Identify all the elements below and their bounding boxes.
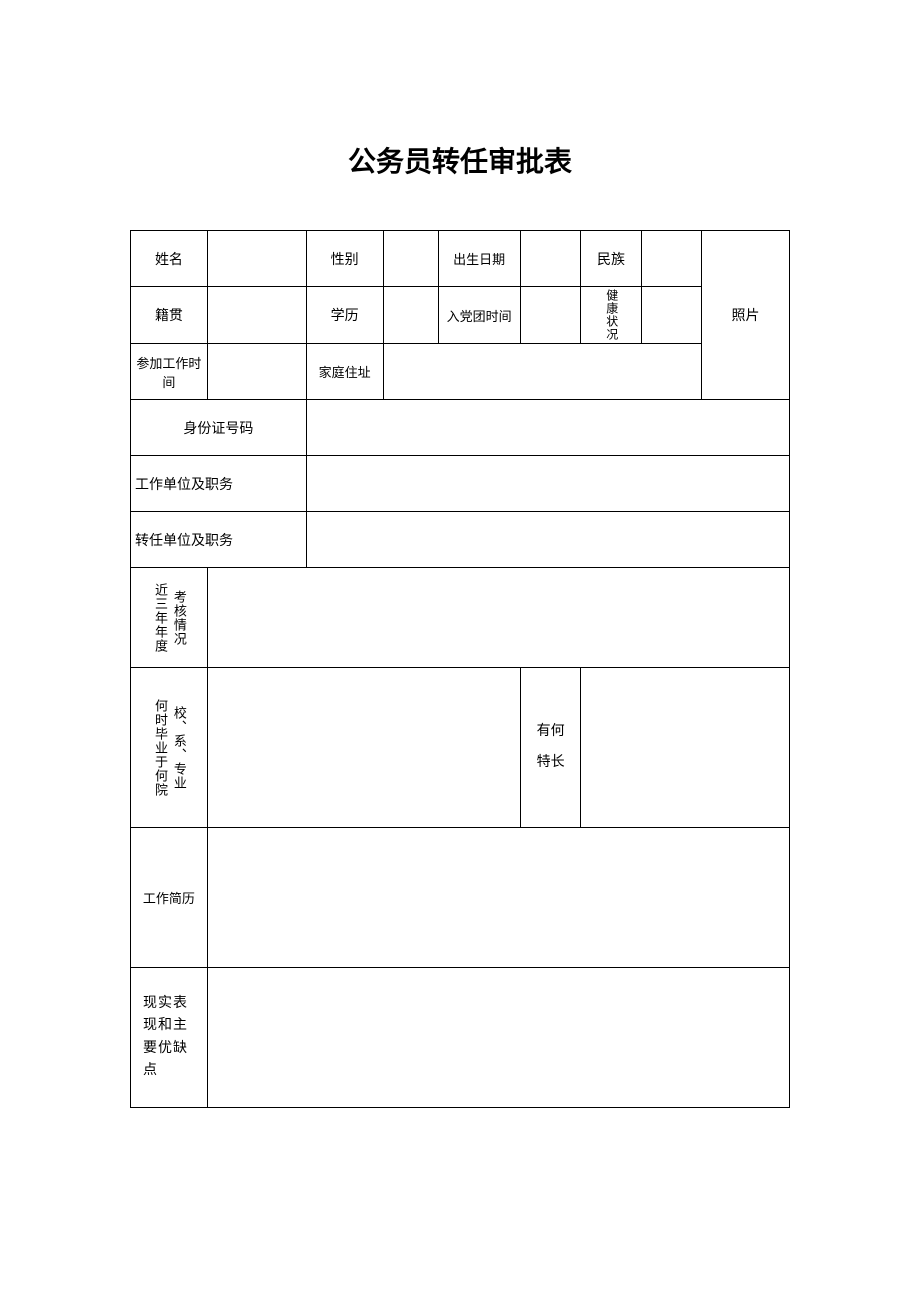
label-performance: 现实表现和主要优缺点 [131, 968, 208, 1108]
label-id-number: 身份证号码 [131, 400, 307, 456]
value-native-place [207, 287, 306, 344]
label-work-history: 工作简历 [131, 828, 208, 968]
value-work-unit [306, 456, 789, 512]
value-transfer-unit [306, 512, 789, 568]
value-performance [207, 968, 789, 1108]
label-ethnicity: 民族 [581, 231, 641, 287]
value-graduation [207, 668, 520, 828]
value-party-join-time [520, 287, 580, 344]
label-education: 学历 [306, 287, 383, 344]
value-health-status [641, 287, 701, 344]
value-work-start-time [207, 344, 306, 400]
value-id-number [306, 400, 789, 456]
value-birth-date [520, 231, 580, 287]
label-specialty: 有何 特长 [520, 668, 580, 828]
label-home-address: 家庭住址 [306, 344, 383, 400]
value-home-address [383, 344, 702, 400]
label-work-start-time: 参加工作时间 [131, 344, 208, 400]
label-work-unit: 工作单位及职务 [131, 456, 307, 512]
label-gender: 性别 [306, 231, 383, 287]
label-transfer-unit: 转任单位及职务 [131, 512, 307, 568]
label-assessment: 近三年年度 考核情况 [131, 568, 208, 668]
label-birth-date: 出生日期 [438, 231, 520, 287]
value-education [383, 287, 438, 344]
label-name: 姓名 [131, 231, 208, 287]
value-specialty [581, 668, 790, 828]
value-work-history [207, 828, 789, 968]
label-native-place: 籍贯 [131, 287, 208, 344]
approval-form-table: 姓名 性别 出生日期 民族 照片 籍贯 学历 入党团时间 健康状况 [130, 230, 790, 1108]
value-assessment [207, 568, 789, 668]
value-ethnicity [641, 231, 701, 287]
form-title: 公务员转任审批表 [130, 140, 790, 180]
label-health-status: 健康状况 [581, 287, 641, 344]
label-photo: 照片 [702, 231, 790, 400]
value-gender [383, 231, 438, 287]
label-graduation: 何时毕业于何院 校、系、专业 [131, 668, 208, 828]
value-name [207, 231, 306, 287]
label-party-join-time: 入党团时间 [438, 287, 520, 344]
